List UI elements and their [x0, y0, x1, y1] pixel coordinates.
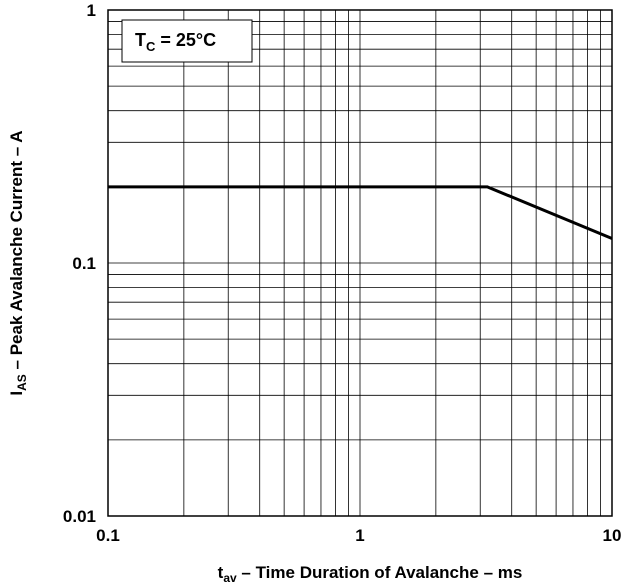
x-tick-label: 0.1: [96, 526, 120, 545]
annotation-rest: = 25°C: [155, 30, 216, 50]
plot-frame: [107, 9, 613, 517]
x-tick-label: 1: [355, 526, 364, 545]
annotation-main: T: [135, 30, 146, 50]
x-tick-label: 10: [603, 526, 622, 545]
grid-lines: [108, 10, 612, 516]
x-axis-title-rest: – Time Duration of Avalanche – ms: [237, 563, 523, 582]
annotation-sub: C: [146, 39, 156, 54]
y-axis-title: IAS – Peak Avalanche Current – A: [7, 130, 29, 395]
y-tick-label: 1: [87, 1, 96, 20]
series-line: [108, 185, 613, 240]
x-axis-title-main: t: [218, 563, 224, 582]
y-tick-label: 0.01: [63, 507, 96, 526]
temperature-annotation: TC = 25°C: [135, 30, 216, 54]
y-tick-label: 0.1: [72, 254, 96, 273]
x-axis-title: tav – Time Duration of Avalanche – ms: [218, 563, 523, 585]
y-axis-title-main: I: [7, 391, 26, 396]
tick-labels: 0.1 1 100.010.11: [63, 1, 622, 545]
series-layer: [108, 185, 613, 240]
legend-background: [121, 19, 253, 63]
x-axis-title-sub: av: [223, 571, 237, 585]
y-axis-title-sub: AS: [15, 374, 29, 391]
y-axis-title-rest: – Peak Avalanche Current – A: [7, 130, 26, 374]
legend-box: TC = 25°C: [121, 19, 253, 63]
